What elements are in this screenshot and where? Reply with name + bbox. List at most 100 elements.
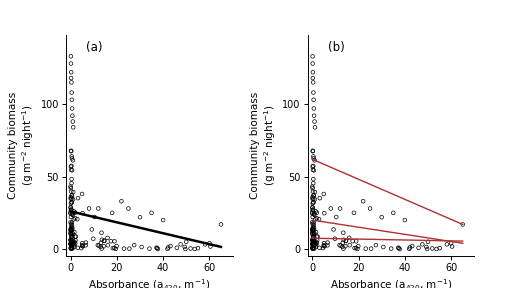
Point [67,76,75,80]
Point [308,196,317,201]
Y-axis label: Community biomass
(g m$^{-2}$ night$^{-1}$): Community biomass (g m$^{-2}$ night$^{-1… [250,92,278,199]
Point [71,210,80,215]
Point [309,220,318,225]
Point [309,246,317,251]
Point [309,80,317,85]
Point [308,184,317,189]
Point [309,225,317,230]
Point [387,246,395,251]
Point [67,225,75,230]
Point [68,225,76,230]
Point [67,168,75,172]
Point [70,209,78,214]
Point [67,177,76,181]
Point [66,196,75,201]
Point [308,211,317,216]
Point [395,246,403,251]
Point [66,211,75,216]
Point [394,245,403,250]
Point [69,240,77,244]
Point [315,217,323,221]
Point [136,215,144,219]
Point [67,228,75,233]
Point [69,197,77,202]
Point [309,196,318,201]
Point [117,199,125,204]
Point [309,70,317,75]
Point [338,245,347,249]
Point [67,148,75,153]
Point [68,234,76,239]
Point [320,241,328,245]
Point [217,222,225,227]
Point [70,245,79,249]
Point [308,242,317,247]
Point [69,231,77,236]
Point [310,197,319,202]
Point [312,245,320,249]
Point [67,61,75,66]
Point [327,206,335,211]
Point [181,247,190,251]
Point [312,240,320,244]
Point [313,238,321,243]
Point [332,215,340,219]
Point [69,211,77,215]
Point [447,241,455,246]
Point [309,154,318,159]
Point [70,243,79,247]
Point [173,245,181,250]
Point [372,243,380,247]
Point [309,234,318,239]
Point [191,247,199,251]
Point [67,238,75,242]
Point [348,239,357,243]
Point [66,54,75,58]
Point [67,241,75,245]
Point [443,242,451,247]
Point [308,164,317,169]
Point [319,192,328,196]
Point [66,246,75,250]
Point [68,237,76,242]
Point [67,196,76,201]
Point [95,243,103,248]
Point [67,243,75,248]
Point [94,206,103,211]
Point [120,246,128,251]
Point [313,210,321,215]
Point [67,90,76,95]
Point [97,246,106,251]
Point [308,232,317,236]
Point [66,230,75,235]
Point [309,228,317,232]
Point [68,212,76,217]
Point [79,244,87,249]
Point [66,210,75,215]
Point [66,184,75,189]
Point [377,215,386,219]
Point [352,246,360,250]
Point [66,242,75,247]
Point [67,244,75,249]
Point [90,215,99,219]
Point [310,240,319,244]
Point [341,244,349,249]
Point [308,242,317,246]
Point [309,193,318,198]
Point [308,227,317,232]
Point [72,234,80,239]
Point [67,238,76,243]
Point [103,236,112,240]
Point [309,234,318,239]
Point [308,220,317,225]
Point [310,231,318,236]
Point [70,242,78,246]
Point [309,228,317,233]
Point [309,200,317,204]
Point [69,213,77,217]
Point [308,228,317,232]
Point [97,230,106,235]
Point [401,218,409,222]
Point [308,210,317,215]
